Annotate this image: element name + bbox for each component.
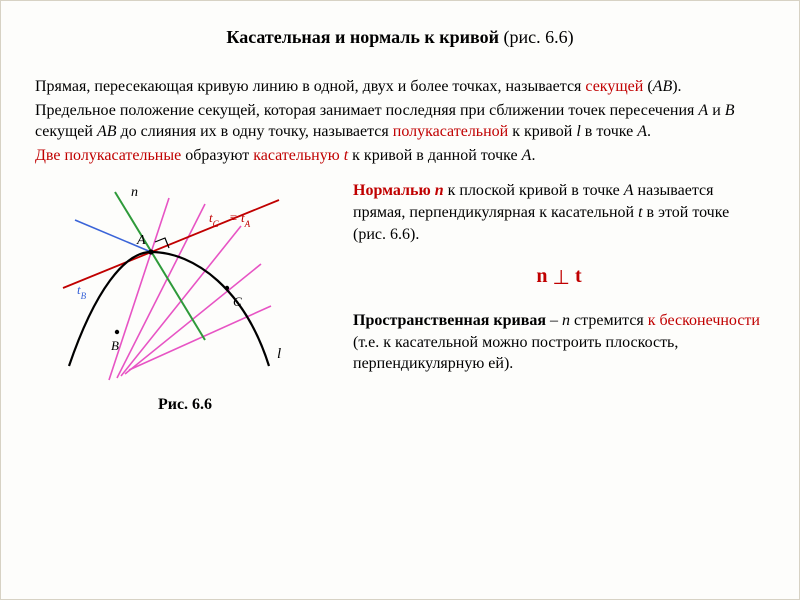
svg-text:B: B [111,338,119,353]
term-infinity: к бесконечности [648,312,760,329]
page-title: Касательная и нормаль к кривой (рис. 6.6… [35,27,765,48]
para-normal: Нормалью n к плоской кривой в точке А на… [353,180,765,245]
t: ( [643,78,652,95]
t: ). [672,78,681,95]
svg-text:A: A [136,233,146,248]
t: к кривой [508,123,576,140]
sym-n: n [536,265,547,287]
figure-column: nAtC≡ tAtBBCl Рис. 6.6 [35,180,335,414]
term-tangent: касательную [253,147,344,164]
t: Предельное положение секущей, которая за… [35,102,698,119]
para-half-tangent: Предельное положение секущей, которая за… [35,100,765,143]
t: – [546,312,562,329]
sym-n: n [435,182,444,199]
para-secant: Прямая, пересекающая кривую линию в одно… [35,76,765,98]
sym-AB: АВ [97,123,117,140]
t: и [708,102,725,119]
perp-icon: ⊥ [553,265,570,292]
sym-A: А [698,102,708,119]
page: Касательная и нормаль к кривой (рис. 6.6… [0,0,800,600]
para-space-curve: Пространственная кривая – n стремится к … [353,310,765,375]
sym-A: А [637,123,647,140]
t: стремится [570,312,648,329]
t: к плоской кривой в точке [444,182,624,199]
t: . [531,147,535,164]
normal-perp-tangent-formula: n ⊥ t [353,263,765,290]
svg-text:tC: tC [209,210,220,229]
sym-AB: АВ [653,78,673,95]
tangent-normal-diagram: nAtC≡ tAtBBCl [55,180,315,390]
para-tangent: Две полукасательные образуют касательную… [35,145,765,167]
t: (т.е. к касательной можно построить плос… [353,334,678,373]
term-space-curve: Пространственная кривая [353,312,546,329]
sym-t: t [575,265,582,287]
sym-B: В [725,102,735,119]
svg-text:n: n [131,185,138,200]
sym-n: n [562,312,570,329]
term-secant: секущей [585,78,643,95]
term-normal: Нормалью [353,182,435,199]
definitions-block: Прямая, пересекающая кривую линию в одно… [35,76,765,166]
title-paren: (рис. 6.6) [499,27,574,47]
t: секущей [35,123,97,140]
sym-A: А [624,182,634,199]
t: Прямая, пересекающая кривую линию в одно… [35,78,585,95]
sym-A: А [522,147,532,164]
lower-row: nAtC≡ tAtBBCl Рис. 6.6 Нормалью n к плос… [35,180,765,414]
figure-caption: Рис. 6.6 [35,396,335,414]
svg-text:C: C [233,294,242,309]
svg-text:l: l [277,346,281,362]
t: образуют [181,147,253,164]
right-text-column: Нормалью n к плоской кривой в точке А на… [335,180,765,377]
term-half-tangent: полукасательной [393,123,508,140]
t: . [647,123,651,140]
t: до слияния их в одну точку, называется [116,123,392,140]
title-bold: Касательная и нормаль к кривой [226,27,499,47]
t: в точке [581,123,637,140]
term-two-half: Две полукасательные [35,147,181,164]
t: к кривой в данной точке [348,147,522,164]
svg-text:tB: tB [77,282,87,301]
